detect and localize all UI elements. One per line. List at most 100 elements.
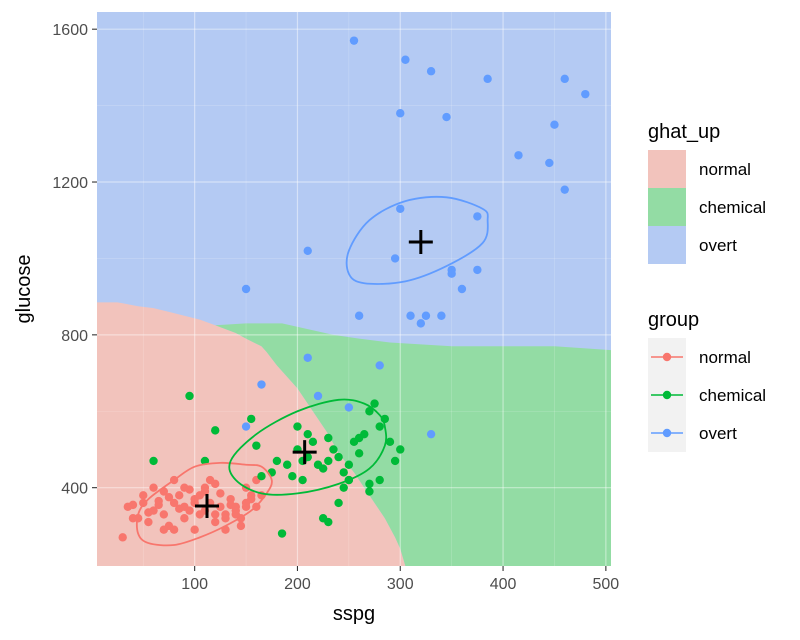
ellipse-chemical: [228, 398, 388, 496]
legend-entry-chemical: chemical: [648, 376, 766, 414]
point-chemical: [252, 441, 261, 450]
point-overt: [581, 89, 590, 99]
legend-entry-normal: normal: [648, 150, 751, 188]
point-overt: [457, 284, 467, 294]
y-axis-title: glucose: [13, 255, 35, 324]
point-overt: [396, 204, 405, 213]
point-normal: [226, 500, 235, 510]
point-normal: [175, 491, 184, 500]
point-normal: [118, 533, 127, 542]
legend-title: ghat_up: [648, 121, 720, 143]
point-chemical: [329, 445, 338, 454]
point-overt: [545, 158, 554, 168]
point-chemical: [365, 407, 374, 416]
point-overt: [560, 74, 569, 84]
point-chemical: [293, 422, 302, 431]
y-tick-label: 1200: [52, 175, 88, 192]
point-chemical: [211, 426, 220, 435]
legend-label: normal: [699, 348, 751, 367]
point-overt: [241, 422, 251, 431]
legend-label: normal: [699, 160, 751, 179]
x-tick-label: 200: [284, 576, 311, 593]
centroid-overt: [408, 230, 433, 255]
point-chemical: [365, 479, 374, 489]
point-normal: [159, 525, 169, 534]
point-overt: [344, 403, 354, 412]
point-chemical: [396, 445, 405, 454]
point-overt: [406, 311, 415, 320]
y-tick-label: 800: [61, 328, 88, 345]
point-chemical: [185, 391, 194, 401]
region-chemical: [215, 323, 611, 566]
y-axis: 400 800 1200 1600: [52, 22, 97, 498]
legend-entry-chemical: chemical: [648, 188, 766, 226]
point-normal: [185, 485, 194, 494]
point-chemical: [375, 475, 384, 485]
point-chemical: [282, 460, 292, 469]
point-overt: [354, 311, 364, 320]
point-overt: [442, 112, 451, 122]
x-tick-label: 400: [490, 576, 517, 593]
legend-title: group: [648, 309, 699, 331]
point-chemical: [272, 456, 282, 466]
point-normal: [128, 514, 138, 523]
legend-label: chemical: [699, 386, 766, 405]
point-normal: [164, 493, 174, 502]
point-normal: [169, 525, 179, 534]
legend-label: chemical: [699, 198, 766, 217]
x-axis-title: sspg: [333, 603, 375, 625]
point-overt: [303, 246, 312, 255]
legend-label: overt: [699, 424, 737, 443]
point-normal: [221, 514, 230, 523]
point-overt: [396, 109, 405, 118]
point-chemical: [257, 472, 266, 481]
point-overt: [401, 55, 410, 64]
point-normal: [190, 525, 199, 534]
point-overt: [390, 254, 400, 263]
point-chemical: [324, 517, 333, 527]
data-points: [118, 36, 590, 542]
ellipse-overt: [345, 195, 489, 285]
point-overt: [447, 269, 456, 278]
point-overt: [416, 319, 426, 328]
point-normal: [149, 483, 158, 492]
x-tick-label: 100: [181, 576, 208, 593]
point-normal: [169, 498, 179, 508]
point-chemical: [365, 487, 374, 496]
legend-key: [648, 188, 686, 226]
legend-key: [648, 226, 686, 264]
point-chemical: [324, 433, 333, 443]
point-overt: [257, 380, 266, 389]
point-chemical: [334, 498, 343, 508]
point-overt: [303, 353, 312, 362]
point-normal: [211, 510, 220, 519]
point-chemical: [375, 422, 384, 431]
point-chemical: [308, 437, 318, 447]
centroid-normal: [194, 494, 219, 519]
point-chemical: [298, 475, 307, 485]
legend-key-point: [662, 390, 672, 400]
point-chemical: [277, 529, 287, 538]
point-overt: [437, 311, 446, 320]
group-centroids: [194, 230, 433, 519]
point-chemical: [390, 456, 400, 466]
legend-key: [648, 150, 686, 188]
point-normal: [195, 491, 204, 500]
point-normal: [216, 489, 225, 498]
legend-entry-overt: overt: [648, 414, 737, 452]
point-normal: [175, 504, 184, 513]
point-chemical: [318, 464, 328, 473]
point-chemical: [354, 433, 364, 443]
point-chemical: [303, 429, 312, 439]
point-chemical: [370, 399, 379, 408]
point-overt: [426, 429, 436, 439]
point-chemical: [149, 456, 158, 466]
point-chemical: [339, 468, 348, 477]
point-chemical: [247, 414, 256, 424]
point-chemical: [324, 456, 333, 466]
point-chemical: [354, 449, 364, 458]
point-chemical: [385, 437, 395, 447]
point-normal: [154, 500, 163, 510]
point-overt: [241, 284, 251, 294]
